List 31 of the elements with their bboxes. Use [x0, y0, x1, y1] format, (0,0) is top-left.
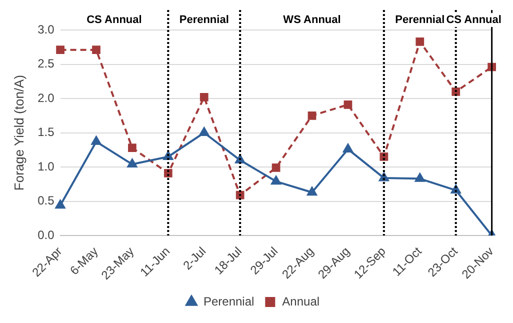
point	[91, 136, 102, 145]
point	[127, 158, 138, 168]
text: Perennial	[395, 14, 445, 26]
point	[343, 144, 353, 152]
point	[307, 186, 317, 196]
y-tick-label: 0.5	[38, 194, 55, 208]
point	[55, 200, 66, 209]
point	[271, 176, 281, 185]
text: Perennial	[179, 14, 229, 26]
point	[56, 46, 64, 54]
text: CS Annual	[446, 14, 502, 26]
y-tick-label: 2.5	[38, 56, 55, 71]
text: WS Annual	[283, 14, 341, 26]
point	[200, 92, 208, 102]
point	[199, 127, 210, 136]
point	[128, 144, 136, 152]
point	[416, 37, 424, 46]
point	[272, 164, 280, 172]
y-tick-label: 0.0	[38, 228, 55, 242]
y-axis-title: Forage Yield (ton/A)	[11, 74, 26, 191]
legend-label: Perennial	[203, 294, 254, 308]
y-tick-label: 1.5	[38, 125, 55, 140]
y-tick-label: 1.0	[38, 159, 55, 174]
legend-label: Annual	[282, 294, 320, 308]
text: CS Annual	[86, 14, 142, 26]
point	[308, 111, 316, 120]
point	[92, 46, 100, 54]
point	[415, 173, 425, 182]
y-tick-label: 2.0	[38, 90, 55, 105]
y-tick-label: 3.0	[38, 22, 55, 36]
point	[344, 100, 352, 109]
